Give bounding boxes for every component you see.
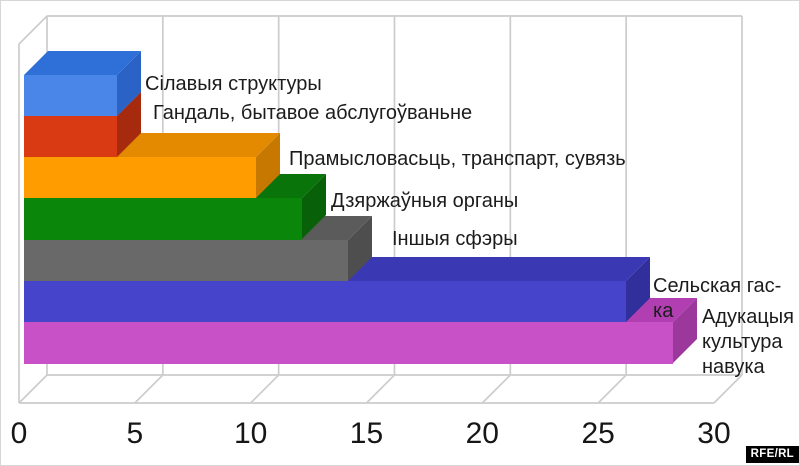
- x-tick-label: 20: [465, 417, 499, 450]
- bar-front-face: [24, 322, 673, 364]
- bar-front-face: [24, 74, 117, 116]
- bar-label: Адукацыя культура навука: [702, 306, 794, 378]
- watermark-badge: RFE/RL: [745, 446, 799, 463]
- bar-front-face: [24, 239, 349, 281]
- x-tick-label: 30: [697, 417, 731, 450]
- bar-label: Дзяржаўныя органы: [331, 190, 519, 212]
- x-tick-label: 10: [233, 417, 268, 450]
- bar-label: Гандаль, бытавое абслугоўваньне: [153, 102, 473, 124]
- x-tick-label: 25: [581, 417, 615, 450]
- bar-front-face: [24, 281, 627, 323]
- bar-label: Сілавыя структуры: [145, 73, 322, 95]
- bar-front-face: [24, 157, 256, 199]
- x-tick-label: 0: [10, 417, 28, 450]
- bar-label: Сельская гас-ка: [653, 275, 782, 322]
- bar-label: Прамысловасьць, транспарт, сувязь: [289, 148, 626, 170]
- x-tick-label: 15: [349, 417, 384, 450]
- x-tick-label: 5: [126, 417, 144, 450]
- bar-front-face: [24, 115, 117, 158]
- bar-front-face: [24, 198, 302, 240]
- bar-label: Іншыя сфэры: [392, 228, 518, 250]
